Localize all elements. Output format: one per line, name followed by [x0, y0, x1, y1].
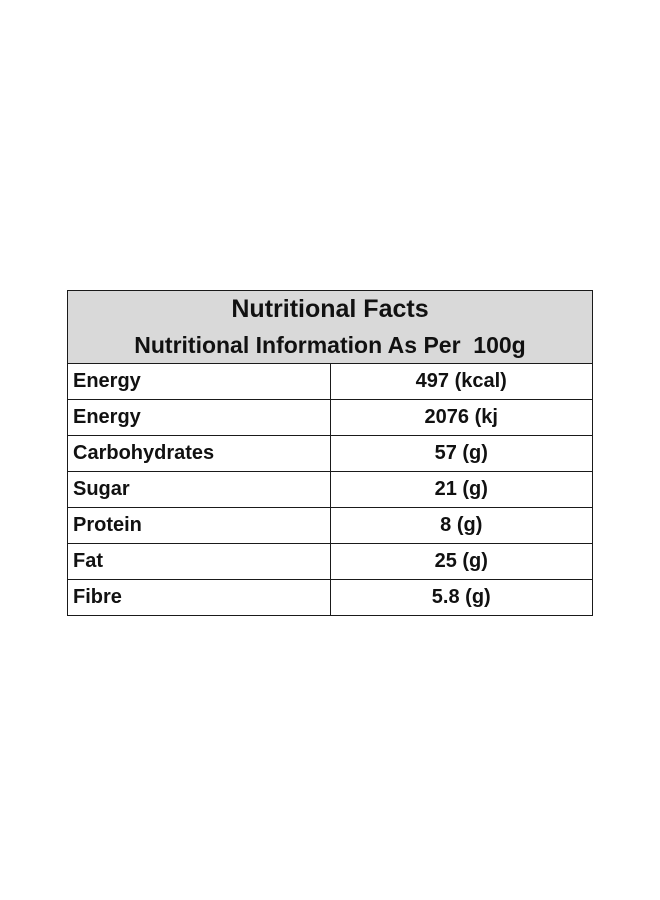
title-row: Nutritional Facts: [67, 290, 593, 327]
nutrient-label: Energy: [67, 363, 331, 400]
nutrient-label: Fibre: [67, 579, 331, 616]
table-row: Fat 25 (g): [67, 543, 593, 580]
nutrient-value: 2076 (kj: [329, 399, 593, 436]
nutrient-value: 8 (g): [329, 507, 593, 544]
subtitle-row: Nutritional Information As Per 100g: [67, 327, 593, 364]
nutrient-label: Sugar: [67, 471, 331, 508]
nutrient-value: 497 (kcal): [329, 363, 593, 400]
table-row: Fibre 5.8 (g): [67, 579, 593, 616]
nutrient-value: 57 (g): [329, 435, 593, 472]
nutrient-label: Protein: [67, 507, 331, 544]
table-row: Energy 2076 (kj: [67, 399, 593, 436]
table-subtitle: Nutritional Information As Per 100g: [67, 327, 593, 364]
table-row: Carbohydrates 57 (g): [67, 435, 593, 472]
nutrient-label: Energy: [67, 399, 331, 436]
nutrition-facts-table: Nutritional Facts Nutritional Informatio…: [67, 290, 593, 616]
nutrient-value: 21 (g): [329, 471, 593, 508]
table-row: Protein 8 (g): [67, 507, 593, 544]
nutrient-label: Fat: [67, 543, 331, 580]
table-row: Energy 497 (kcal): [67, 363, 593, 400]
nutrient-label: Carbohydrates: [67, 435, 331, 472]
table-title: Nutritional Facts: [67, 290, 593, 327]
nutrient-value: 5.8 (g): [329, 579, 593, 616]
table-row: Sugar 21 (g): [67, 471, 593, 508]
nutrient-value: 25 (g): [329, 543, 593, 580]
